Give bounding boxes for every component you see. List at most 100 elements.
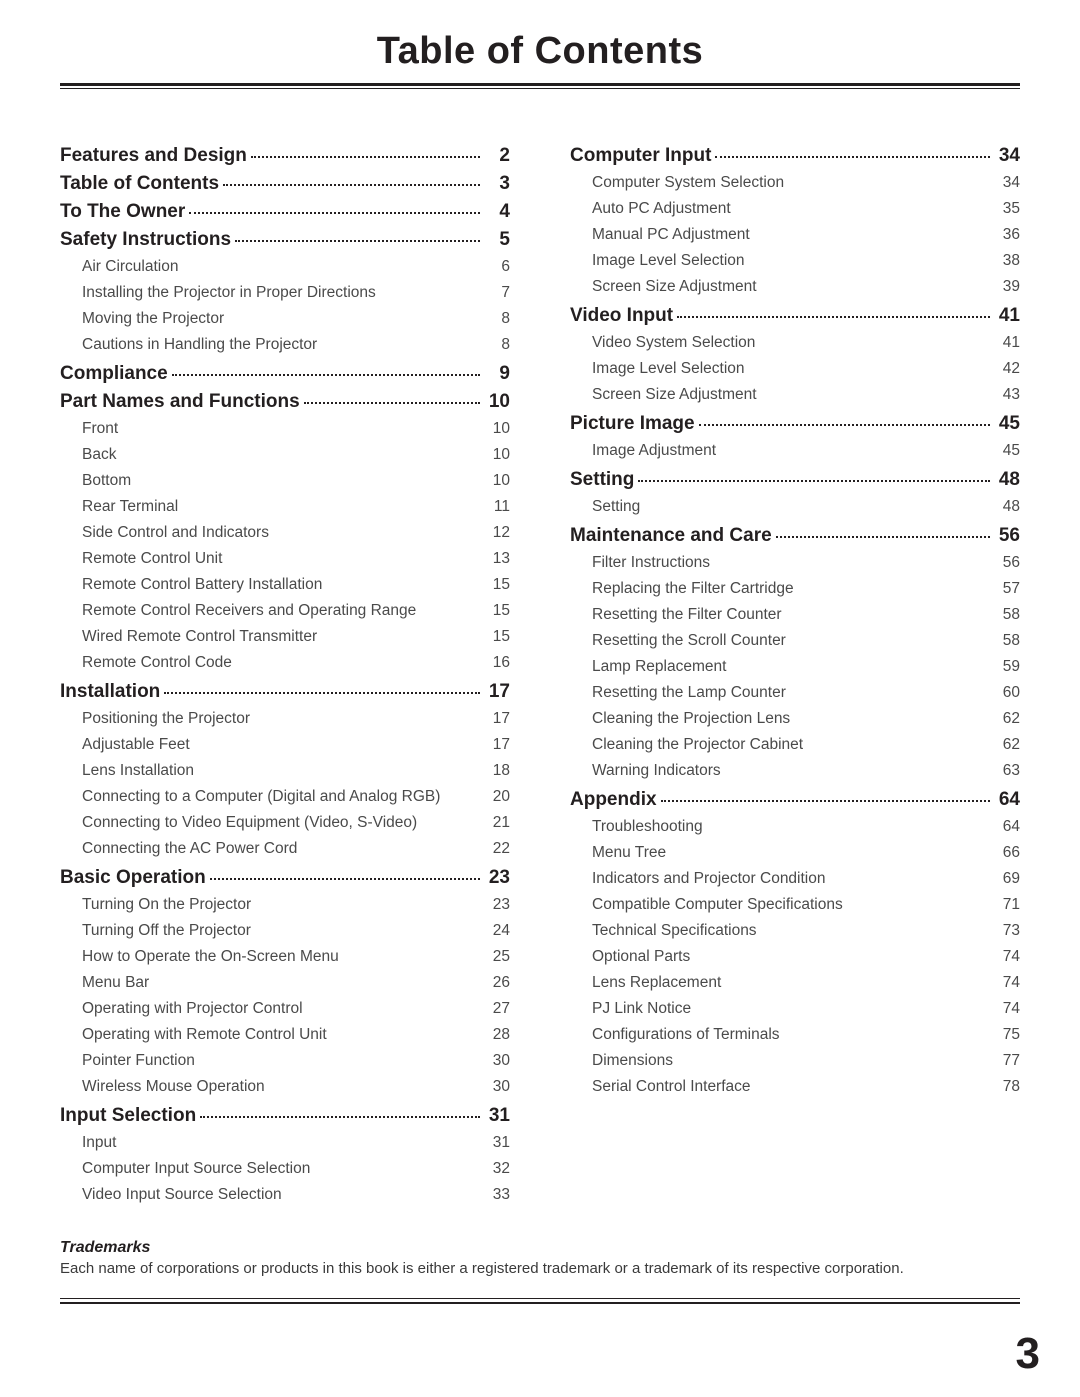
toc-sub-row: Wireless Mouse Operation30 [60,1075,510,1099]
toc-sub-row: Screen Size Adjustment39 [570,275,1020,299]
toc-sub-row: Air Circulation6 [60,255,510,279]
toc-sub-page: 17 [484,707,510,731]
toc-sub-row: Bottom10 [60,469,510,493]
toc-sub-page: 78 [994,1075,1020,1099]
toc-sub-row: Video Input Source Selection33 [60,1183,510,1207]
toc-leader-dots [189,212,480,214]
toc-sub-label: Connecting to a Computer (Digital and An… [82,785,484,809]
toc-sub-label: Cleaning the Projection Lens [592,707,994,731]
toc-section-page: 56 [994,525,1020,547]
toc-sub-page: 10 [484,469,510,493]
toc-section-page: 48 [994,469,1020,491]
toc-sub-page: 33 [484,1183,510,1207]
toc-section-label: Setting [570,469,634,491]
toc-sub-row: How to Operate the On-Screen Menu25 [60,945,510,969]
toc-sub-page: 25 [484,945,510,969]
toc-section-row: Features and Design2 [60,145,510,167]
toc-leader-dots [699,424,990,426]
toc-section-page: 3 [484,173,510,195]
toc-leader-dots [638,480,990,482]
toc-section-label: Picture Image [570,413,695,435]
toc-sub-row: Positioning the Projector17 [60,707,510,731]
toc-sub-row: Connecting to a Computer (Digital and An… [60,785,510,809]
toc-sub-page: 11 [484,495,510,519]
toc-section-label: To The Owner [60,201,185,223]
toc-section-label: Maintenance and Care [570,525,772,547]
toc-sub-label: Filter Instructions [592,551,994,575]
toc-sub-page: 38 [994,249,1020,273]
toc-sub-label: Video System Selection [592,331,994,355]
toc-sub-row: Remote Control Receivers and Operating R… [60,599,510,623]
toc-sub-label: Lens Installation [82,759,484,783]
toc-sub-row: Side Control and Indicators12 [60,521,510,545]
toc-sub-row: Menu Tree66 [570,841,1020,865]
toc-section-label: Installation [60,681,160,703]
toc-sub-label: Connecting to Video Equipment (Video, S-… [82,811,484,835]
toc-section-label: Part Names and Functions [60,391,300,413]
toc-sub-label: Image Adjustment [592,439,994,463]
toc-sub-row: Cautions in Handling the Projector8 [60,333,510,357]
toc-sub-label: Computer System Selection [592,171,994,195]
toc-sub-page: 18 [484,759,510,783]
toc-section-page: 10 [484,391,510,413]
toc-sub-page: 23 [484,893,510,917]
toc-sub-row: Computer System Selection34 [570,171,1020,195]
page-title: Table of Contents [60,30,1020,73]
toc-sub-label: Screen Size Adjustment [592,275,994,299]
toc-sub-row: Setting48 [570,495,1020,519]
toc-sub-label: Configurations of Terminals [592,1023,994,1047]
toc-section-row: Setting 48 [570,469,1020,491]
toc-sub-row: Auto PC Adjustment35 [570,197,1020,221]
toc-sub-label: Front [82,417,484,441]
toc-sub-label: Auto PC Adjustment [592,197,994,221]
toc-sub-label: Screen Size Adjustment [592,383,994,407]
toc-sub-page: 64 [994,815,1020,839]
toc-section-label: Video Input [570,305,673,327]
toc-sub-page: 60 [994,681,1020,705]
toc-section-label: Input Selection [60,1105,196,1127]
toc-sub-page: 30 [484,1075,510,1099]
toc-sub-label: Cautions in Handling the Projector [82,333,484,357]
toc-sub-page: 21 [484,811,510,835]
toc-sub-page: 22 [484,837,510,861]
toc-sub-row: Adjustable Feet17 [60,733,510,757]
toc-section-page: 31 [484,1105,510,1127]
toc-sub-row: Connecting the AC Power Cord22 [60,837,510,861]
toc-sub-row: Compatible Computer Specifications71 [570,893,1020,917]
toc-sub-label: Air Circulation [82,255,484,279]
toc-sub-label: Troubleshooting [592,815,994,839]
toc-sub-label: Remote Control Code [82,651,484,675]
toc-sub-page: 75 [994,1023,1020,1047]
toc-sub-row: Lens Installation18 [60,759,510,783]
toc-sub-page: 35 [994,197,1020,221]
toc-sub-row: Installing the Projector in Proper Direc… [60,281,510,305]
toc-sub-page: 57 [994,577,1020,601]
toc-sub-page: 8 [484,307,510,331]
toc-sub-page: 71 [994,893,1020,917]
toc-sub-label: Wireless Mouse Operation [82,1075,484,1099]
toc-sub-page: 77 [994,1049,1020,1073]
toc-section-row: Picture Image45 [570,413,1020,435]
toc-sub-page: 36 [994,223,1020,247]
toc-sub-label: Operating with Remote Control Unit [82,1023,484,1047]
toc-section-row: Input Selection 31 [60,1105,510,1127]
toc-sub-page: 26 [484,971,510,995]
toc-sub-page: 74 [994,997,1020,1021]
toc-leader-dots [776,536,990,538]
toc-sub-label: Resetting the Scroll Counter [592,629,994,653]
toc-sub-label: Bottom [82,469,484,493]
toc-sub-page: 59 [994,655,1020,679]
toc-sub-page: 58 [994,603,1020,627]
toc-sub-row: Resetting the Filter Counter58 [570,603,1020,627]
toc-sub-row: Indicators and Projector Condition69 [570,867,1020,891]
toc-sub-label: Dimensions [592,1049,994,1073]
toc-sub-label: Moving the Projector [82,307,484,331]
toc-leader-dots [251,156,480,158]
toc-section-row: Table of Contents3 [60,173,510,195]
toc-sub-row: Configurations of Terminals75 [570,1023,1020,1047]
toc-sub-row: Connecting to Video Equipment (Video, S-… [60,811,510,835]
toc-sub-page: 10 [484,417,510,441]
toc-right-column: Computer Input34Computer System Selectio… [570,139,1020,1209]
toc-section-row: Safety Instructions5 [60,229,510,251]
toc-sub-label: Remote Control Unit [82,547,484,571]
